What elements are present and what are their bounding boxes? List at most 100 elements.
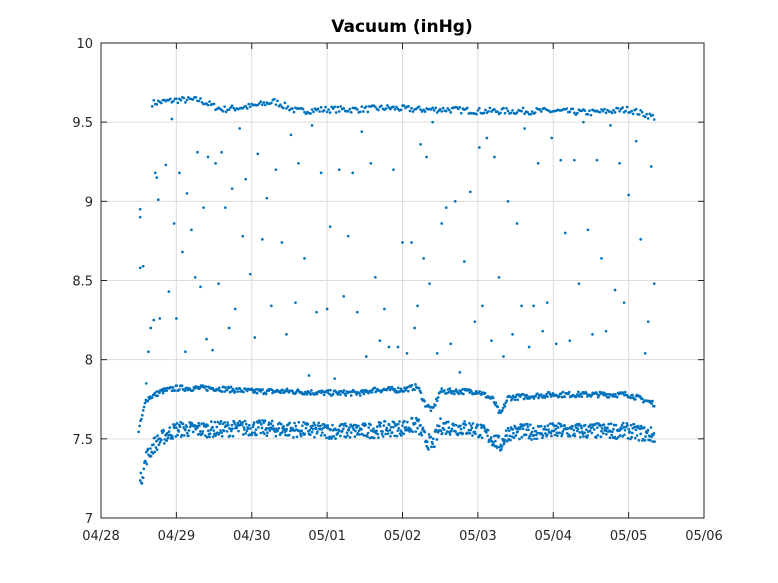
data-point bbox=[209, 428, 213, 432]
data-point bbox=[601, 109, 605, 113]
data-point bbox=[652, 431, 656, 435]
data-point bbox=[474, 432, 477, 436]
data-point bbox=[272, 427, 276, 431]
data-point bbox=[326, 424, 330, 427]
data-point bbox=[292, 110, 296, 114]
data-point bbox=[521, 427, 525, 431]
data-point bbox=[646, 117, 650, 120]
data-point bbox=[138, 207, 142, 211]
data-point bbox=[500, 409, 504, 412]
data-point bbox=[152, 98, 156, 102]
data-point bbox=[419, 391, 423, 394]
data-point bbox=[444, 109, 448, 113]
data-point bbox=[615, 395, 619, 399]
data-point bbox=[512, 431, 515, 435]
data-point bbox=[270, 419, 274, 423]
data-point bbox=[444, 206, 448, 210]
data-point bbox=[471, 422, 475, 425]
data-point bbox=[251, 425, 255, 429]
data-point bbox=[514, 395, 518, 399]
data-point bbox=[507, 429, 511, 433]
data-point bbox=[246, 427, 250, 430]
data-point bbox=[241, 234, 245, 238]
data-point bbox=[432, 109, 436, 112]
data-point bbox=[395, 105, 398, 109]
data-point bbox=[311, 427, 315, 431]
data-point bbox=[172, 222, 176, 225]
data-point bbox=[594, 436, 598, 439]
data-point bbox=[431, 106, 434, 110]
data-point bbox=[354, 429, 357, 433]
data-point bbox=[520, 109, 523, 113]
data-point bbox=[568, 339, 572, 343]
data-point bbox=[383, 307, 386, 311]
data-point bbox=[150, 104, 154, 108]
data-point bbox=[417, 418, 421, 422]
data-point bbox=[346, 434, 349, 437]
data-point bbox=[450, 427, 454, 431]
data-point bbox=[444, 432, 448, 436]
data-point bbox=[326, 426, 330, 430]
data-point bbox=[652, 404, 656, 408]
data-point bbox=[337, 110, 341, 113]
data-point bbox=[364, 355, 368, 358]
data-point bbox=[323, 433, 327, 437]
data-point bbox=[609, 422, 613, 426]
data-point bbox=[364, 423, 368, 427]
data-point bbox=[597, 394, 601, 397]
data-point bbox=[199, 285, 202, 289]
data-point bbox=[409, 428, 413, 431]
data-point bbox=[386, 429, 389, 433]
data-point bbox=[164, 163, 168, 167]
data-point bbox=[200, 100, 204, 104]
y-tick-label: 8.5 bbox=[72, 275, 93, 290]
data-point bbox=[618, 429, 621, 432]
data-point bbox=[367, 426, 371, 429]
data-point bbox=[334, 437, 337, 440]
data-point bbox=[447, 108, 451, 112]
data-point bbox=[221, 422, 225, 426]
data-point bbox=[336, 105, 340, 109]
data-point bbox=[176, 433, 179, 437]
data-point bbox=[651, 113, 655, 117]
data-point bbox=[165, 389, 169, 392]
data-point bbox=[628, 430, 632, 434]
data-point bbox=[227, 326, 231, 330]
data-point bbox=[406, 389, 410, 393]
data-point bbox=[161, 389, 165, 393]
data-point bbox=[413, 422, 417, 425]
data-point bbox=[563, 395, 567, 399]
data-point bbox=[532, 433, 536, 437]
data-point bbox=[431, 437, 435, 441]
data-point bbox=[243, 428, 246, 431]
data-point bbox=[476, 109, 480, 112]
data-point bbox=[220, 431, 223, 435]
data-point bbox=[165, 431, 169, 435]
data-point bbox=[545, 433, 549, 437]
data-point bbox=[225, 388, 229, 392]
data-point bbox=[277, 426, 281, 430]
data-point bbox=[653, 440, 656, 443]
data-point bbox=[536, 392, 539, 396]
data-point bbox=[464, 423, 468, 427]
data-point bbox=[449, 342, 453, 346]
data-point bbox=[414, 430, 418, 433]
data-point bbox=[282, 427, 286, 431]
data-point bbox=[283, 101, 287, 105]
data-point bbox=[635, 434, 639, 437]
data-point bbox=[328, 225, 332, 229]
data-point bbox=[320, 427, 324, 431]
data-point bbox=[224, 206, 227, 210]
data-point bbox=[382, 424, 386, 427]
data-point bbox=[532, 397, 536, 400]
data-point bbox=[623, 428, 627, 432]
data-point bbox=[230, 423, 234, 427]
data-point bbox=[216, 420, 220, 424]
data-point bbox=[509, 111, 513, 115]
data-point bbox=[600, 427, 604, 430]
data-point bbox=[649, 165, 653, 168]
data-point bbox=[332, 434, 336, 438]
data-point bbox=[314, 427, 318, 431]
data-point bbox=[341, 391, 345, 394]
data-point bbox=[310, 123, 314, 127]
